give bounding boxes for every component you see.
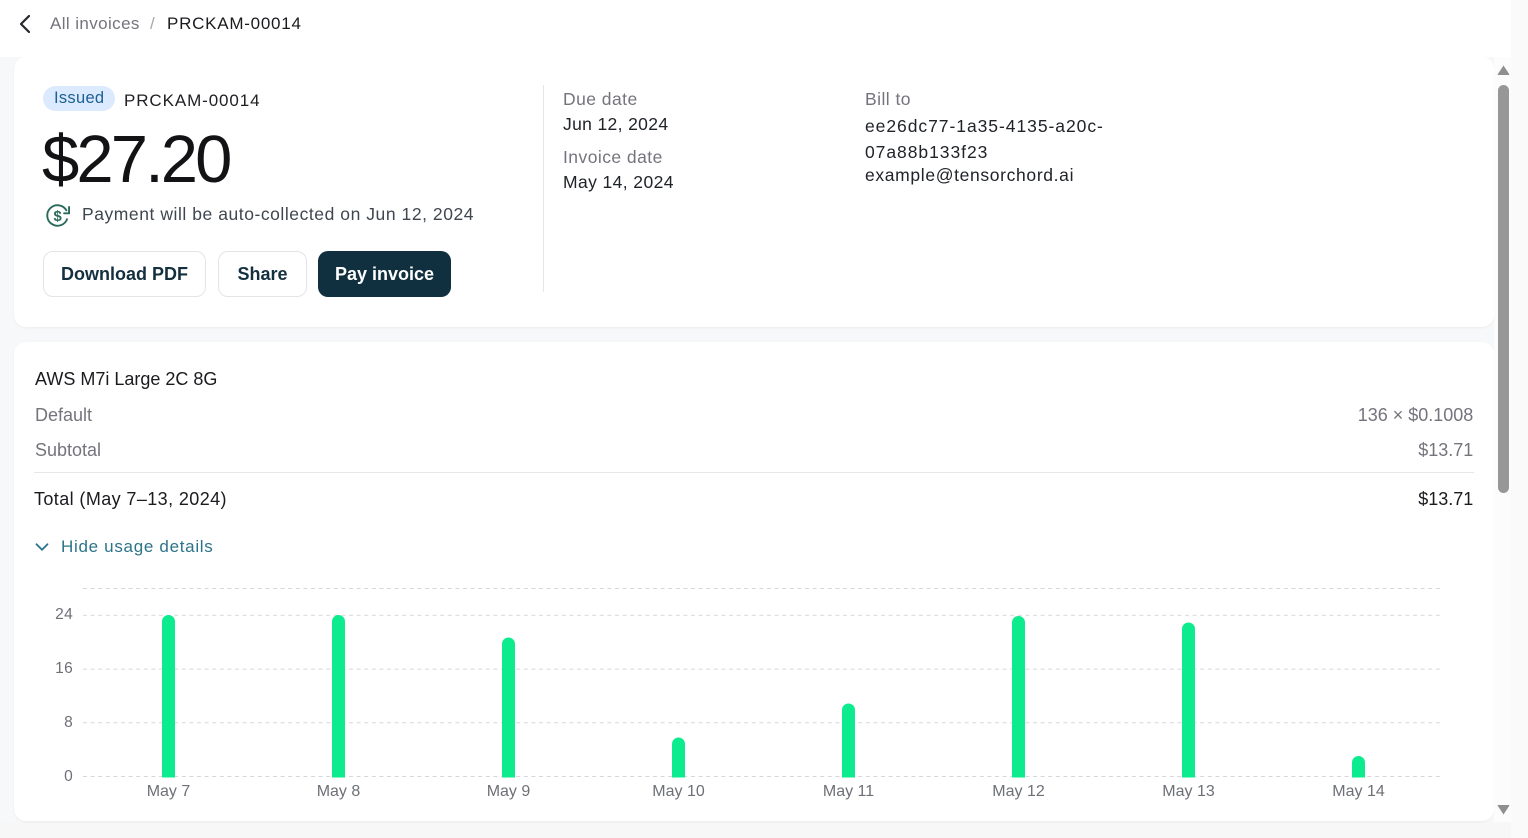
svg-text:$: $ <box>54 209 63 225</box>
